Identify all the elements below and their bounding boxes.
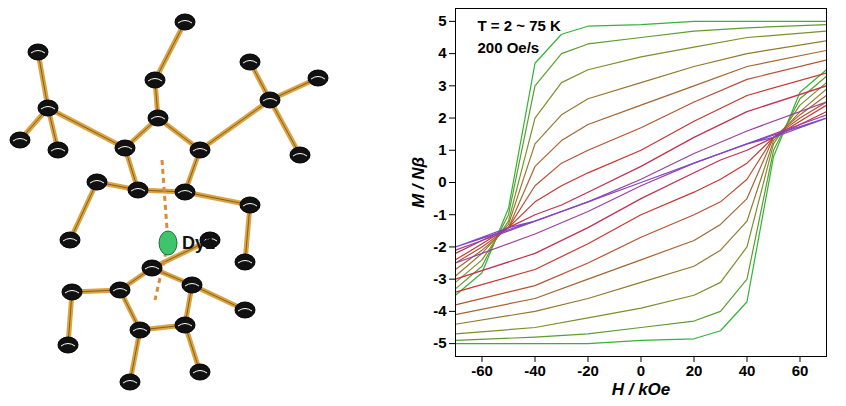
svg-text:-3: -3	[433, 270, 446, 287]
svg-text:-1: -1	[433, 206, 446, 223]
svg-text:-2: -2	[433, 238, 446, 255]
svg-text:4: 4	[438, 44, 447, 61]
svg-text:-40: -40	[524, 362, 546, 379]
svg-text:H / kOe: H / kOe	[612, 380, 671, 399]
svg-text:5: 5	[438, 12, 446, 29]
svg-text:0: 0	[438, 173, 446, 190]
svg-text:-60: -60	[471, 362, 493, 379]
svg-text:T = 2 ~ 75 K: T = 2 ~ 75 K	[478, 17, 562, 34]
svg-text:0: 0	[637, 362, 645, 379]
svg-text:-5: -5	[433, 334, 446, 351]
svg-text:-20: -20	[577, 362, 599, 379]
svg-text:Dy1: Dy1	[182, 233, 215, 253]
svg-text:M / Nβ: M / Nβ	[409, 157, 428, 208]
svg-text:40: 40	[739, 362, 756, 379]
svg-text:3: 3	[438, 77, 446, 94]
svg-text:-4: -4	[433, 302, 447, 319]
svg-text:200 Oe/s: 200 Oe/s	[478, 39, 540, 56]
svg-text:1: 1	[438, 141, 446, 158]
svg-text:60: 60	[792, 362, 809, 379]
svg-text:2: 2	[438, 109, 446, 126]
svg-text:20: 20	[686, 362, 703, 379]
